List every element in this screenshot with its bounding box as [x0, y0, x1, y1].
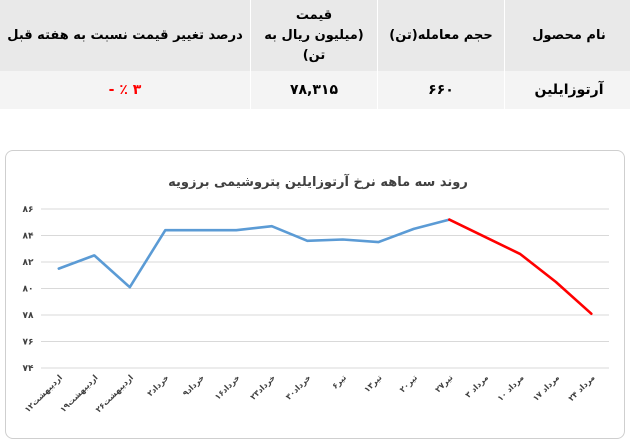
- header-volume: حجم معامله(تن): [377, 0, 505, 71]
- header-price-unit: (میلیون ریال به تن): [264, 27, 364, 63]
- header-change: درصد تغییر قیمت نسبت به هفته قبل: [0, 0, 251, 71]
- y-tick-label: ۷۸: [23, 311, 34, 321]
- y-tick-label: ۸۶: [23, 205, 34, 215]
- x-tick-label: ۱۰ مرداد: [496, 373, 526, 403]
- price-table: نام محصول حجم معامله(تن) قیمت (میلیون ری…: [0, 0, 630, 109]
- series-lines: [57, 218, 593, 315]
- x-tick-label: ۹خرداد: [181, 373, 206, 398]
- x-tick-label: ۲۴ مرداد: [567, 373, 597, 403]
- y-tick-label: ۸۲: [23, 258, 34, 268]
- y-axis-ticks: ۷۴ ۷۶ ۷۸ ۸۰ ۸۲ ۸۴ ۸۶: [23, 205, 34, 374]
- x-tick-label: ۲۷تیر: [433, 373, 454, 394]
- y-tick-label: ۷۶: [23, 338, 34, 348]
- x-tick-label: ۱۳تیر: [362, 373, 383, 394]
- cell-volume: ۶۶۰: [377, 71, 505, 109]
- chart-container: روند سه ماهه نرخ آرتوزایلین پتروشیمی برز…: [5, 150, 625, 439]
- table-row: آرتوزایلین ۶۶۰ ۷۸,۳۱۵ ۳ ٪ -: [0, 71, 630, 109]
- table-header-row: نام محصول حجم معامله(تن) قیمت (میلیون ری…: [0, 0, 630, 71]
- chart-title: روند سه ماهه نرخ آرتوزایلین پتروشیمی برز…: [168, 173, 468, 190]
- x-tick-label: ۱۷ مرداد: [531, 373, 561, 403]
- y-tick-label: ۸۴: [23, 232, 34, 242]
- x-tick-label: ۲۶اردیبهشت: [94, 373, 135, 414]
- x-tick-label: ۲۰تیر: [398, 373, 419, 394]
- header-product: نام محصول: [504, 0, 630, 71]
- header-price-title: قیمت: [295, 7, 333, 23]
- cell-price: ۷۸,۳۱۵: [250, 71, 378, 109]
- grid-lines: [41, 208, 609, 369]
- header-price: قیمت (میلیون ریال به تن): [250, 0, 378, 71]
- x-tick-label: ۲۳خرداد: [249, 373, 278, 402]
- x-tick-label: ۱۶خرداد: [213, 373, 242, 402]
- x-tick-label: ۲خرداد: [145, 373, 170, 398]
- x-tick-label: ۳۰خرداد: [284, 373, 313, 402]
- y-tick-label: ۸۰: [23, 285, 34, 295]
- series-line-segment: [447, 218, 593, 315]
- x-tick-label: ۳ مرداد: [464, 373, 491, 400]
- y-tick-label: ۷۴: [23, 364, 34, 374]
- series-line-segment: [57, 218, 451, 289]
- x-tick-label: ۶تیر: [330, 373, 348, 391]
- cell-product: آرتوزایلین: [504, 71, 630, 109]
- line-chart: روند سه ماهه نرخ آرتوزایلین پتروشیمی برز…: [23, 173, 609, 414]
- cell-change: ۳ ٪ -: [0, 71, 251, 109]
